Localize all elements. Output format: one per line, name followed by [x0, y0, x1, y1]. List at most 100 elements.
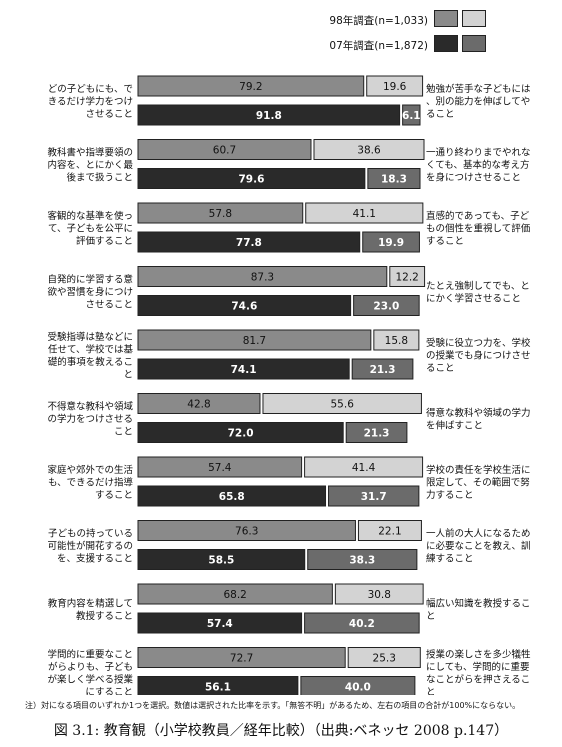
right-item-label-4-line: たとえ強制してでも、と	[426, 280, 530, 292]
legend-label-07: 07年調査(n=1,872)	[329, 40, 428, 52]
bar-98-left-7-label: 57.4	[208, 462, 232, 474]
left-item-label-5-line: と	[123, 369, 133, 380]
bar-98-right-5	[373, 329, 420, 351]
left-item-label-6-line: こと	[114, 427, 133, 438]
bar-07-right-6-label: 21.3	[364, 428, 390, 440]
bar-07-left-2	[137, 168, 366, 189]
left-item-label-3-line: 評価すること	[76, 235, 133, 247]
right-item-label-7-line: 限定して、その範囲で努	[426, 477, 530, 489]
bar-07-right-7-label: 31.7	[361, 491, 387, 503]
bar-98-left-2-label: 60.7	[213, 145, 236, 157]
left-item-label-8-line: を、支援すること	[57, 553, 133, 565]
bar-98-left-4-label: 87.3	[251, 272, 274, 284]
left-item-label-2-line: 教科書や指導要領の	[47, 147, 133, 159]
bar-07-right-9	[304, 612, 420, 634]
bar-07-left-1-label: 91.8	[256, 110, 282, 122]
legend-swatch-98-left	[434, 10, 458, 27]
bar-07-left-1	[137, 104, 401, 126]
left-item-label-2-line: 後まで扱うこと	[66, 172, 133, 184]
right-item-label-10-line: 授業の楽しさを多少犠牲	[426, 648, 531, 660]
left-item-label-1-line: どの子どもにも、で	[48, 84, 133, 95]
right-item-label-1-line: 勉強が苦手な子どもには	[426, 83, 531, 95]
bar-98-left-7	[137, 456, 303, 478]
left-item-label-6-line: 不得意な教科や領域	[47, 401, 133, 413]
left-item-label-8-line: 可能性が開花するの	[47, 540, 133, 552]
bar-98-right-3	[305, 202, 424, 224]
left-item-label-5-line: 礎的事項を教えるこ	[48, 356, 133, 368]
bar-07-right-3-label: 19.9	[378, 237, 404, 249]
bar-98-left-4	[137, 266, 388, 287]
left-item-label-4-line: 欲や習慣を身につけ	[47, 286, 133, 298]
left-item-label-8-line: 子どもの持っている	[48, 528, 133, 540]
right-item-label-8-line: に必要なことを教え、訓	[426, 540, 531, 552]
bar-98-left-6-label: 42.8	[187, 399, 210, 411]
bar-07-left-9	[137, 612, 303, 634]
bar-98-left-8-label: 76.3	[235, 526, 258, 538]
right-item-label-3-line: もの個性を重視して評価	[426, 223, 531, 235]
left-item-label-5-line: 任せて、学校では基	[48, 343, 134, 355]
right-item-label-7-line: 力すること	[426, 489, 474, 501]
right-item-label-9-line: と	[426, 611, 436, 622]
bar-98-right-4-label: 12.2	[395, 272, 418, 284]
bar-07-right-4	[353, 295, 420, 316]
left-item-label-7-line: すること	[95, 490, 133, 501]
left-item-label-1-line: させること	[85, 109, 133, 120]
bar-07-left-2-label: 79.6	[238, 174, 264, 186]
bar-07-left-6	[137, 422, 344, 443]
left-item-label-9-line: 教育内容を精選して	[48, 597, 133, 609]
legend-label-98: 98年調査(n=1,033)	[329, 15, 428, 27]
left-item-label-10-line: がらよりも、子ども	[48, 661, 133, 673]
left-item-label-5-line: 受験指導は塾などに	[47, 331, 133, 343]
bar-07-left-10	[137, 676, 299, 695]
left-item-label-4-line: 自発的に学習する意	[47, 274, 133, 286]
bar-07-right-3	[362, 231, 420, 253]
left-item-label-4-line: させること	[85, 300, 133, 311]
right-item-label-8-line: 練すること	[426, 553, 474, 565]
legend-swatch-07-left	[434, 35, 458, 52]
bar-07-right-2-label: 18.3	[381, 174, 407, 186]
bar-98-left-1-label: 79.2	[239, 81, 262, 93]
bar-07-left-8-label: 58.5	[208, 555, 234, 567]
right-item-label-6-line: 得意な教科や領域の学力	[426, 407, 531, 419]
bar-98-left-2	[137, 139, 312, 160]
left-item-label-3-line: て、子どもを公平に	[48, 224, 133, 235]
left-item-label-10-line: 学問的に重要なこと	[47, 648, 133, 660]
bar-07-right-10	[300, 676, 416, 695]
bar-98-right-10	[347, 647, 421, 668]
right-item-label-2-line: 一通り終わりまでやれな	[426, 147, 531, 159]
bar-98-right-7-label: 41.4	[352, 462, 376, 474]
bar-07-right-1-label: 6.1	[402, 110, 421, 122]
bar-07-left-7	[137, 485, 327, 507]
right-item-label-1-line: ること	[426, 109, 455, 120]
left-item-label-2-line: 内容を、とにかく最	[47, 159, 133, 171]
bar-98-right-8	[357, 520, 422, 541]
bar-07-right-5-label: 21.3	[370, 364, 396, 376]
legend-swatch-07-right	[462, 35, 486, 52]
bar-98-right-1-label: 19.6	[383, 81, 407, 93]
left-item-label-10-line: が楽しく学べる授業	[47, 673, 133, 685]
bar-98-left-3-label: 57.8	[209, 208, 232, 220]
bar-07-right-10-label: 40.0	[345, 682, 371, 694]
left-item-label-1-line: きるだけ学力をつけ	[48, 96, 133, 108]
bar-98-left-10-label: 72.7	[230, 653, 253, 665]
bar-07-right-5	[351, 358, 414, 380]
right-item-label-10-line: にしても、学問的に重要	[426, 661, 529, 673]
bar-98-left-5-label: 81.7	[243, 335, 266, 347]
right-item-label-3-line: すること	[426, 236, 464, 247]
bar-07-left-4-label: 74.6	[231, 301, 257, 313]
bar-07-right-1	[402, 104, 421, 126]
bar-07-left-8	[137, 549, 306, 570]
bar-07-left-7-label: 65.8	[219, 491, 245, 503]
right-item-label-2-line: を身につけさせること	[426, 172, 521, 184]
right-item-label-2-line: くても、基本的な考え方	[426, 159, 529, 171]
right-item-label-1-line: 、別の能力を伸ばしてや	[426, 96, 530, 108]
bar-07-right-7	[328, 485, 420, 507]
right-item-label-4-line: にかく学習させること	[426, 292, 521, 304]
bar-98-left-8	[137, 520, 356, 541]
bar-98-right-2-label: 38.6	[357, 145, 381, 157]
bar-98-right-1	[366, 75, 424, 97]
legend: 98年調査(n=1,033) 07年調査(n=1,872)	[0, 0, 562, 60]
bar-98-right-4	[389, 266, 426, 287]
left-item-label-6-line: の学力をつけさせる	[47, 413, 133, 425]
